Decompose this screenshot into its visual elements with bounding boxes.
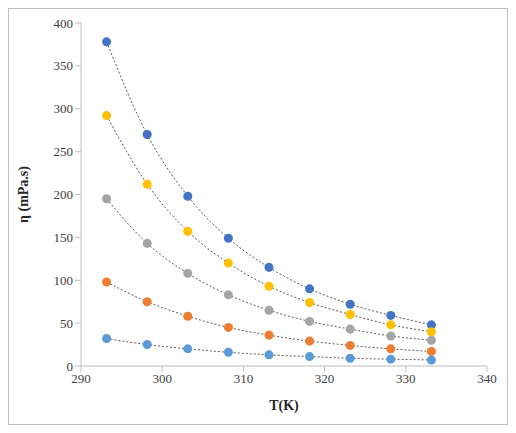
svg-text:290: 290	[71, 371, 91, 386]
svg-text:T(K): T(K)	[269, 398, 299, 414]
svg-text:300: 300	[152, 371, 172, 386]
svg-text:310: 310	[234, 371, 254, 386]
svg-text:50: 50	[60, 316, 73, 331]
svg-text:350: 350	[54, 58, 74, 73]
svg-text:250: 250	[54, 144, 74, 159]
svg-text:340: 340	[477, 371, 497, 386]
svg-text:η (mPa.s): η (mPa.s)	[16, 166, 32, 223]
svg-text:400: 400	[54, 16, 74, 31]
svg-text:200: 200	[54, 187, 74, 202]
svg-text:330: 330	[396, 371, 416, 386]
svg-text:300: 300	[54, 101, 74, 116]
svg-text:100: 100	[54, 273, 74, 288]
svg-text:0: 0	[67, 359, 74, 374]
svg-text:150: 150	[54, 230, 74, 245]
svg-text:320: 320	[315, 371, 335, 386]
